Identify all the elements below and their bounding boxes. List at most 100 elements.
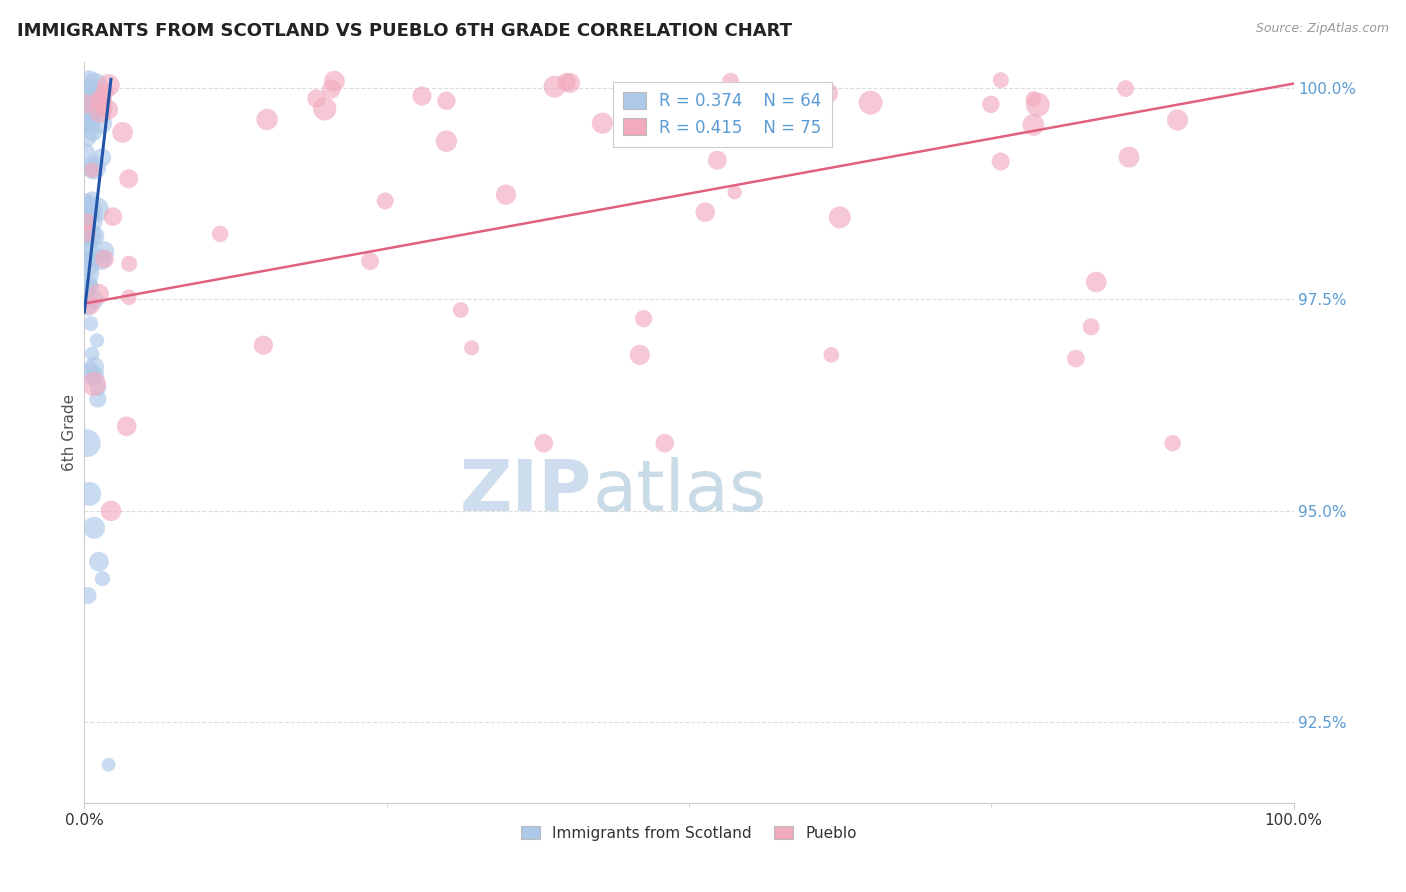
Point xyxy=(76,215,98,229)
Point xyxy=(97,757,120,772)
Point xyxy=(77,228,100,243)
Point xyxy=(77,84,100,98)
Point xyxy=(94,84,117,98)
Legend: Immigrants from Scotland, Pueblo: Immigrants from Scotland, Pueblo xyxy=(515,820,863,847)
Point xyxy=(80,108,103,122)
Point xyxy=(76,258,98,272)
Point xyxy=(1022,92,1045,106)
Point xyxy=(89,105,111,120)
Point xyxy=(314,102,336,116)
Point xyxy=(76,129,98,144)
Point xyxy=(1115,81,1137,95)
Point xyxy=(82,347,104,361)
Point xyxy=(82,125,104,139)
Point xyxy=(87,287,110,301)
Point xyxy=(75,97,97,112)
Point xyxy=(93,244,115,259)
Point xyxy=(374,194,396,208)
Point xyxy=(90,151,112,165)
Point xyxy=(689,95,711,110)
Point xyxy=(77,75,100,89)
Text: atlas: atlas xyxy=(592,458,766,526)
Point xyxy=(695,205,717,219)
Point xyxy=(87,555,110,569)
Point xyxy=(97,103,120,117)
Point xyxy=(859,95,882,110)
Point xyxy=(1085,275,1108,289)
Point xyxy=(1080,319,1102,334)
Point xyxy=(555,75,578,89)
Point xyxy=(93,101,115,115)
Point xyxy=(76,254,98,268)
Point xyxy=(543,79,565,94)
Point xyxy=(1161,436,1184,450)
Point xyxy=(828,211,851,225)
Point xyxy=(75,266,97,280)
Point xyxy=(90,95,112,109)
Point xyxy=(450,302,472,317)
Point xyxy=(77,285,100,299)
Point xyxy=(77,487,100,501)
Point xyxy=(100,504,122,518)
Point xyxy=(434,134,457,148)
Point xyxy=(628,348,651,362)
Point xyxy=(256,112,278,127)
Point xyxy=(80,117,103,131)
Point xyxy=(83,376,105,391)
Point xyxy=(710,95,733,110)
Point xyxy=(83,293,105,307)
Point xyxy=(76,250,98,264)
Point xyxy=(82,161,104,176)
Point xyxy=(533,436,555,450)
Point xyxy=(591,116,613,130)
Point xyxy=(817,87,839,101)
Point xyxy=(76,226,98,240)
Point xyxy=(75,197,97,211)
Point xyxy=(80,163,103,178)
Point xyxy=(75,145,97,160)
Point xyxy=(720,74,742,88)
Point xyxy=(75,197,97,211)
Point xyxy=(209,227,232,241)
Point xyxy=(77,93,100,107)
Point xyxy=(699,104,721,119)
Point xyxy=(1167,112,1189,127)
Point xyxy=(80,299,103,313)
Point xyxy=(83,359,105,374)
Point xyxy=(79,363,101,377)
Text: Source: ZipAtlas.com: Source: ZipAtlas.com xyxy=(1256,22,1389,36)
Point xyxy=(80,206,103,220)
Point xyxy=(90,116,112,130)
Point xyxy=(84,78,107,93)
Point xyxy=(115,419,138,434)
Point xyxy=(1022,118,1045,132)
Point xyxy=(633,311,655,326)
Point xyxy=(75,117,97,131)
Text: IMMIGRANTS FROM SCOTLAND VS PUEBLO 6TH GRADE CORRELATION CHART: IMMIGRANTS FROM SCOTLAND VS PUEBLO 6TH G… xyxy=(17,22,792,40)
Point xyxy=(118,290,141,304)
Point xyxy=(90,93,112,107)
Point xyxy=(82,191,104,205)
Point xyxy=(87,392,110,406)
Point xyxy=(82,203,104,218)
Point xyxy=(990,73,1012,87)
Point xyxy=(79,279,101,293)
Point xyxy=(75,212,97,227)
Point xyxy=(77,252,100,267)
Point xyxy=(77,111,100,125)
Y-axis label: 6th Grade: 6th Grade xyxy=(62,394,77,471)
Point xyxy=(80,317,103,331)
Text: ZIP: ZIP xyxy=(460,458,592,526)
Point xyxy=(76,203,98,218)
Point xyxy=(87,380,110,394)
Point xyxy=(91,572,114,586)
Point xyxy=(76,436,98,450)
Point xyxy=(97,78,120,93)
Point xyxy=(820,348,842,362)
Point xyxy=(79,99,101,113)
Point xyxy=(86,334,108,348)
Point xyxy=(83,521,105,535)
Point xyxy=(1118,150,1140,164)
Point xyxy=(84,87,107,102)
Point xyxy=(666,91,689,105)
